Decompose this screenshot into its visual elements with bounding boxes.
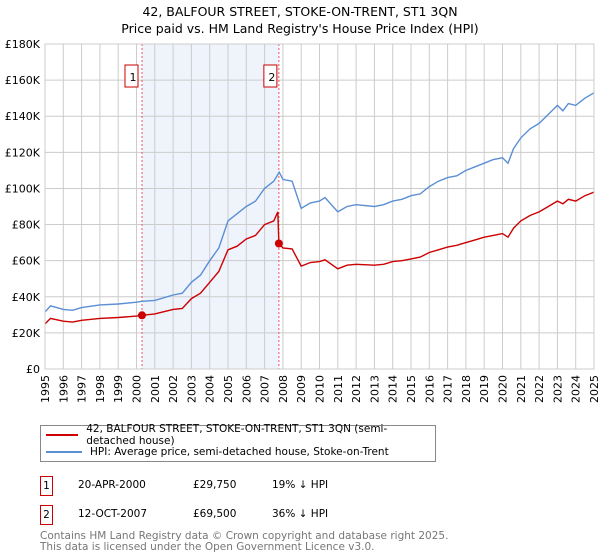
x-tick-label: 2005	[222, 375, 235, 403]
price-paid-line	[44, 191, 595, 325]
x-tick-label: 2010	[314, 375, 327, 403]
transaction-row: 1 20-APR-2000 £29,750 19% ↓ HPI	[40, 476, 440, 496]
legend-item-hpi: HPI: Average price, semi-detached house,…	[41, 444, 389, 460]
legend-swatch-price	[46, 434, 79, 436]
y-tick-label: £20K	[12, 327, 41, 340]
chart: £0 £20K £40K £60K £80K £100K £120K £140K £160K £1…	[5, 38, 600, 403]
shaded-period	[141, 44, 279, 369]
x-tick-label: 2023	[551, 375, 564, 403]
x-tick-label: 2017	[442, 375, 455, 403]
x-tick-label: 2024	[570, 375, 583, 403]
y-tick-label: £180K	[5, 38, 41, 51]
x-tick-label: 2022	[533, 375, 546, 403]
x-tick-label: 2013	[368, 375, 381, 403]
transaction-date: 12-OCT-2007	[78, 508, 147, 520]
x-tick-label: 1996	[57, 375, 70, 403]
transaction-row: 2 12-OCT-2007 £69,500 36% ↓ HPI	[40, 505, 440, 525]
legend: 42, BALFOUR STREET, STOKE-ON-TRENT, ST1 …	[40, 423, 436, 462]
sale-label-box	[124, 64, 139, 88]
y-tick-label: £140K	[5, 110, 41, 123]
x-tick-label: 2018	[460, 375, 473, 403]
sale-point	[274, 239, 283, 248]
x-tick-label: 2012	[350, 375, 363, 403]
x-tick-label: 2002	[167, 375, 180, 403]
y-tick-label: £80K	[12, 219, 41, 232]
plot-frame	[44, 43, 595, 370]
y-tick-label: £100K	[5, 182, 41, 195]
x-tick-label: 1998	[94, 375, 107, 403]
x-tick-label: 2016	[423, 375, 436, 403]
transaction-price: £69,500	[193, 508, 237, 520]
x-tick-label: 1995	[39, 375, 52, 403]
y-tick-label: £0	[26, 363, 40, 376]
x-tick-label: 1999	[112, 375, 125, 403]
y-tick-label: £120K	[5, 146, 41, 159]
footer-licence: This data is licensed under the Open Gov…	[40, 541, 375, 553]
x-tick-label: 2011	[332, 375, 345, 403]
x-tick-label: 2008	[277, 375, 290, 403]
x-tick-label: 2009	[295, 375, 308, 403]
hpi-line	[44, 92, 595, 313]
sale-point	[137, 311, 146, 320]
transaction-hpi-delta: 36% ↓ HPI	[272, 508, 329, 520]
transaction-number: 1	[40, 476, 53, 496]
legend-label-hpi: HPI: Average price, semi-detached house,…	[90, 446, 389, 458]
x-tick-label: 2004	[204, 375, 217, 403]
x-tick-label: 2025	[588, 375, 600, 403]
sale-label-number: 2	[268, 71, 275, 84]
x-tick-label: 2014	[387, 375, 400, 403]
x-tick-label: 2020	[497, 375, 510, 403]
x-tick-label: 1997	[76, 375, 89, 403]
x-tick-label: 2006	[240, 375, 253, 403]
x-tick-label: 2015	[405, 375, 418, 403]
y-tick-label: £60K	[12, 255, 41, 268]
sale-label-number: 1	[129, 71, 136, 84]
legend-swatch-hpi	[46, 451, 82, 453]
x-tick-label: 2021	[515, 375, 528, 403]
y-tick-label: £40K	[12, 291, 41, 304]
y-tick-label: £160K	[5, 74, 41, 87]
sale-label-box	[263, 64, 278, 88]
legend-label-price: 42, BALFOUR STREET, STOKE-ON-TRENT, ST1 …	[86, 423, 388, 447]
x-tick-label: 2003	[185, 375, 198, 403]
transaction-number: 2	[40, 505, 53, 525]
x-tick-label: 2001	[149, 375, 162, 403]
x-tick-label: 2019	[478, 375, 491, 403]
legend-item-price: 42, BALFOUR STREET, STOKE-ON-TRENT, ST1 …	[41, 423, 435, 447]
transaction-price: £29,750	[193, 479, 237, 491]
x-tick-label: 2000	[131, 375, 144, 403]
x-tick-label: 2007	[259, 375, 272, 403]
footer-copyright: Contains HM Land Registry data © Crown c…	[40, 530, 449, 542]
chart-title-line2: Price paid vs. HM Land Registry's House …	[121, 21, 479, 36]
transaction-date: 20-APR-2000	[78, 479, 146, 491]
transaction-hpi-delta: 19% ↓ HPI	[272, 479, 329, 491]
chart-title-line1: 42, BALFOUR STREET, STOKE-ON-TRENT, ST1 …	[142, 4, 458, 19]
